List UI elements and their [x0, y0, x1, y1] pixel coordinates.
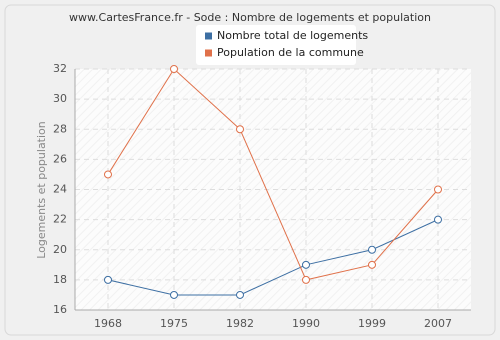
x-tick-label: 1999 — [358, 317, 386, 330]
data-point — [170, 65, 178, 73]
series-line — [107, 219, 439, 296]
y-tick-label: 16 — [53, 303, 67, 316]
x-tick-label: 1990 — [292, 317, 320, 330]
data-point — [434, 215, 442, 224]
chart-title: www.CartesFrance.fr - Sode : Nombre de l… — [69, 11, 431, 24]
legend-swatch — [205, 49, 212, 57]
y-tick-label: 28 — [53, 122, 67, 135]
data-point — [104, 170, 112, 179]
y-tick-label: 20 — [53, 243, 67, 256]
y-tick-label: 18 — [53, 273, 67, 286]
x-tick-label: 1982 — [226, 317, 254, 330]
x-tick-label: 1968 — [94, 317, 122, 330]
y-tick-label: 26 — [53, 152, 67, 165]
legend — [196, 25, 356, 65]
x-tick-label: 1975 — [160, 317, 188, 330]
data-point — [236, 125, 244, 134]
data-point — [302, 275, 310, 284]
series-line — [107, 68, 439, 281]
y-tick-label: 32 — [53, 62, 67, 75]
legend-swatch — [205, 32, 212, 40]
y-tick-label: 30 — [53, 92, 67, 105]
x-tick-label: 2007 — [424, 317, 452, 330]
data-point — [368, 260, 376, 269]
data-point — [368, 245, 376, 254]
y-tick-label: 24 — [53, 183, 67, 196]
legend-label: Population de la commune — [217, 46, 364, 59]
data-point — [302, 260, 310, 269]
data-point — [104, 275, 112, 284]
data-point — [170, 290, 178, 299]
data-point — [434, 185, 442, 194]
y-axis-label: Logements et population — [35, 121, 48, 259]
y-tick-label: 22 — [53, 213, 67, 226]
legend-label: Nombre total de logements — [217, 29, 368, 42]
data-point — [236, 290, 244, 299]
